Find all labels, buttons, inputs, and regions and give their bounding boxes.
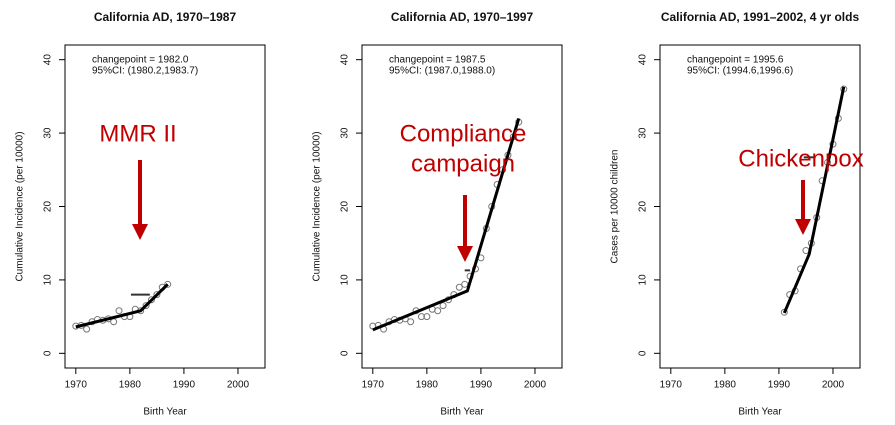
y-axis-label: Cumulative Incidence (per 10000): [15, 131, 26, 281]
chart-title: California AD, 1970–1997: [391, 10, 534, 24]
point: [434, 307, 442, 315]
point: [110, 318, 118, 326]
point: [83, 325, 91, 333]
point: [115, 307, 123, 315]
fit-line: [782, 86, 846, 314]
plot-box: [659, 44, 861, 369]
y-tick-label: 30: [340, 127, 351, 139]
arrow-head: [457, 246, 473, 262]
x-axis-label: Birth Year: [143, 407, 187, 418]
point: [423, 313, 431, 321]
y-tick-label: 20: [43, 201, 54, 213]
point: [164, 280, 172, 288]
y-tick-label: 0: [43, 350, 54, 356]
x-tick-label: 1970: [660, 380, 683, 391]
y-tick-label: 10: [340, 274, 351, 286]
point: [407, 318, 415, 326]
y-tick-label: 40: [340, 54, 351, 66]
x-tick-label: 2000: [822, 380, 845, 391]
y-tick-label: 40: [638, 54, 649, 66]
x-tick-label: 2000: [524, 380, 547, 391]
stat-text: 95%CI: (1987.0,1988.0): [389, 66, 495, 77]
x-tick-label: 1990: [768, 380, 791, 391]
stat-text: changepoint = 1995.6: [687, 55, 784, 66]
x-tick-label: 1990: [470, 380, 493, 391]
x-axis-label: Birth Year: [738, 407, 782, 418]
point: [461, 280, 469, 288]
point: [147, 296, 155, 304]
y-tick-label: 0: [340, 350, 351, 356]
x-tick-label: 1990: [173, 380, 196, 391]
stat-text: 95%CI: (1994.6,1996.6): [687, 66, 793, 77]
y-tick-label: 30: [638, 127, 649, 139]
stat-text: changepoint = 1982.0: [92, 55, 189, 66]
chart-title: California AD, 1991–2002, 4 yr olds: [661, 10, 860, 24]
y-axis-label: Cumulative Incidence (per 10000): [312, 131, 323, 281]
y-tick-label: 10: [43, 274, 54, 286]
plot-box: [361, 44, 563, 369]
x-tick-label: 1980: [714, 380, 737, 391]
fit-line: [372, 117, 521, 332]
annotation: MMR II: [99, 120, 176, 147]
fit-line: [75, 283, 169, 329]
y-tick-label: 20: [638, 201, 649, 213]
arrow-head: [132, 224, 148, 240]
annotation: campaign: [411, 150, 515, 177]
y-axis-label: Cases per 10000 children: [610, 150, 621, 264]
point: [142, 302, 150, 310]
point: [417, 313, 425, 321]
x-tick-label: 1980: [119, 380, 142, 391]
y-tick-label: 10: [638, 274, 649, 286]
y-tick-label: 0: [638, 350, 649, 356]
stat-text: changepoint = 1987.5: [389, 55, 486, 66]
stat-text: 95%CI: (1980.2,1983.7): [92, 66, 198, 77]
x-axis-label: Birth Year: [440, 407, 484, 418]
x-tick-label: 1970: [65, 380, 88, 391]
x-tick-label: 2000: [227, 380, 250, 391]
y-tick-label: 30: [43, 127, 54, 139]
x-tick-label: 1970: [362, 380, 385, 391]
y-tick-label: 20: [340, 201, 351, 213]
annotation: Chickenpox: [738, 145, 863, 172]
arrow-head: [795, 219, 811, 235]
point: [153, 291, 161, 299]
point: [439, 302, 447, 310]
x-tick-label: 1980: [416, 380, 439, 391]
y-tick-label: 40: [43, 54, 54, 66]
chart-title: California AD, 1970–1987: [94, 10, 237, 24]
plot-box: [64, 44, 266, 369]
point: [455, 283, 463, 291]
annotation: Compliance: [400, 120, 527, 147]
